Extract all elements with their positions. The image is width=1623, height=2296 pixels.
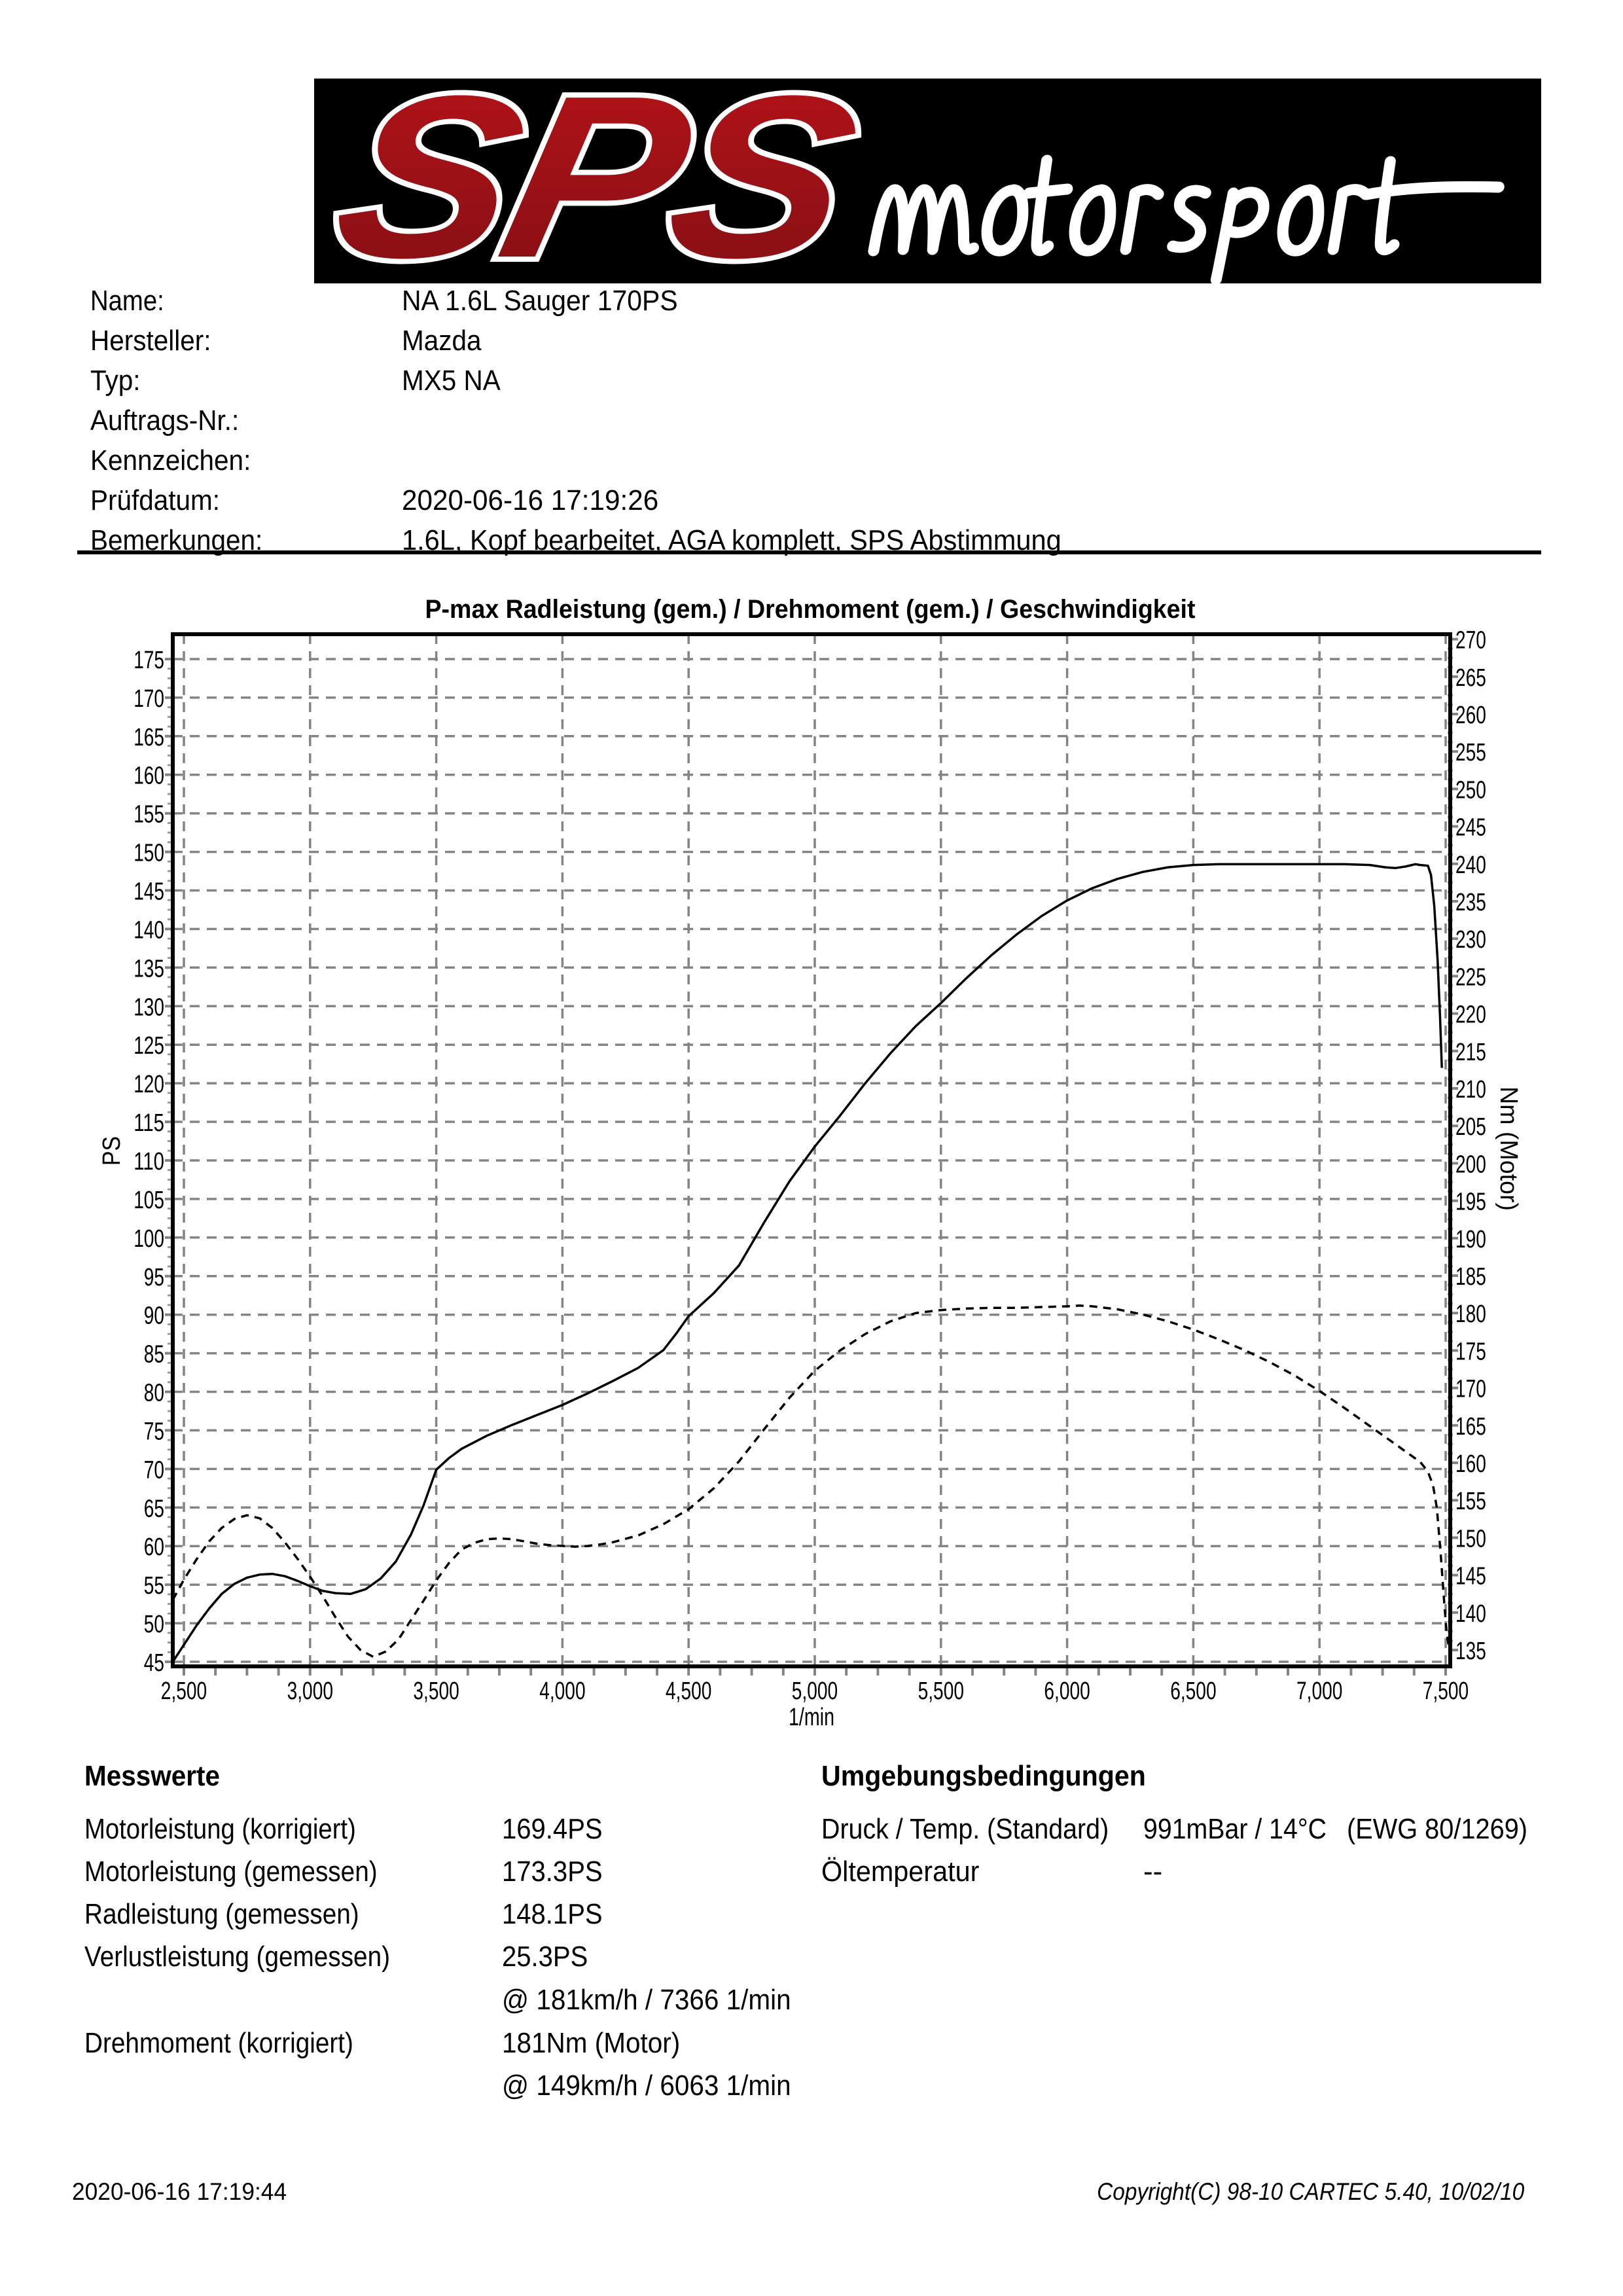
svg-text:260: 260 xyxy=(1455,702,1486,729)
svg-text:200: 200 xyxy=(1455,1151,1486,1178)
svg-text:230: 230 xyxy=(1455,926,1486,954)
svg-text:85: 85 xyxy=(144,1341,164,1369)
svg-text:165: 165 xyxy=(1455,1413,1486,1441)
svg-text:185: 185 xyxy=(1455,1263,1486,1291)
svg-text:240: 240 xyxy=(1455,852,1486,879)
svg-text:155: 155 xyxy=(1455,1488,1486,1515)
svg-text:1/min: 1/min xyxy=(789,1704,834,1731)
svg-text:5,500: 5,500 xyxy=(918,1677,964,1705)
svg-text:160: 160 xyxy=(1455,1450,1486,1478)
svg-text:100: 100 xyxy=(134,1225,164,1253)
svg-text:170: 170 xyxy=(1455,1376,1486,1403)
svg-text:220: 220 xyxy=(1455,1001,1486,1029)
svg-text:PS: PS xyxy=(98,1136,126,1166)
svg-text:175: 175 xyxy=(1455,1338,1486,1365)
svg-text:SPS: SPS xyxy=(317,79,878,283)
svg-text:190: 190 xyxy=(1455,1226,1486,1253)
svg-text:140: 140 xyxy=(1455,1600,1486,1628)
svg-text:75: 75 xyxy=(144,1418,164,1445)
svg-text:195: 195 xyxy=(1455,1189,1486,1216)
svg-text:60: 60 xyxy=(144,1534,164,1561)
svg-text:235: 235 xyxy=(1455,889,1486,916)
svg-text:225: 225 xyxy=(1455,963,1486,991)
svg-text:2,500: 2,500 xyxy=(161,1677,207,1705)
svg-text:3,500: 3,500 xyxy=(413,1677,459,1705)
svg-text:215: 215 xyxy=(1455,1039,1486,1066)
svg-text:4,500: 4,500 xyxy=(666,1677,711,1705)
svg-text:6,500: 6,500 xyxy=(1170,1677,1216,1705)
svg-text:180: 180 xyxy=(1455,1300,1486,1328)
svg-text:105: 105 xyxy=(134,1187,164,1214)
svg-text:90: 90 xyxy=(144,1302,164,1330)
svg-text:255: 255 xyxy=(1455,739,1486,766)
svg-text:210: 210 xyxy=(1455,1076,1486,1103)
svg-text:65: 65 xyxy=(144,1495,164,1522)
svg-text:Nm (Motor): Nm (Motor) xyxy=(1495,1086,1522,1211)
svg-text:250: 250 xyxy=(1455,776,1486,804)
svg-text:110: 110 xyxy=(134,1148,164,1175)
svg-text:P-max Radleistung (gem.) / Dre: P-max Radleistung (gem.) / Drehmoment (g… xyxy=(425,595,1196,624)
svg-text:80: 80 xyxy=(144,1380,164,1407)
svg-text:7,000: 7,000 xyxy=(1296,1677,1342,1705)
svg-text:265: 265 xyxy=(1455,664,1486,692)
svg-text:170: 170 xyxy=(134,685,164,713)
svg-text:70: 70 xyxy=(144,1456,164,1484)
svg-text:175: 175 xyxy=(134,647,164,674)
svg-text:125: 125 xyxy=(134,1032,164,1060)
svg-text:135: 135 xyxy=(134,955,164,982)
svg-text:150: 150 xyxy=(134,840,164,867)
svg-text:120: 120 xyxy=(134,1071,164,1098)
svg-text:7,500: 7,500 xyxy=(1423,1677,1469,1705)
svg-text:245: 245 xyxy=(1455,814,1486,842)
svg-text:145: 145 xyxy=(134,878,164,906)
svg-text:50: 50 xyxy=(144,1611,164,1638)
svg-text:155: 155 xyxy=(134,801,164,829)
svg-text:45: 45 xyxy=(144,1649,164,1677)
svg-text:5,000: 5,000 xyxy=(792,1677,838,1705)
svg-text:145: 145 xyxy=(1455,1563,1486,1590)
svg-text:165: 165 xyxy=(134,724,164,751)
svg-text:205: 205 xyxy=(1455,1113,1486,1141)
svg-text:3,000: 3,000 xyxy=(287,1677,333,1705)
svg-text:55: 55 xyxy=(144,1572,164,1600)
svg-text:130: 130 xyxy=(134,994,164,1021)
svg-text:95: 95 xyxy=(144,1264,164,1291)
svg-text:135: 135 xyxy=(1455,1638,1486,1665)
svg-text:6,000: 6,000 xyxy=(1044,1677,1090,1705)
svg-text:160: 160 xyxy=(134,762,164,790)
svg-text:4,000: 4,000 xyxy=(539,1677,585,1705)
svg-text:270: 270 xyxy=(1455,627,1486,655)
svg-text:115: 115 xyxy=(134,1109,164,1137)
svg-text:140: 140 xyxy=(134,916,164,944)
svg-text:150: 150 xyxy=(1455,1525,1486,1552)
